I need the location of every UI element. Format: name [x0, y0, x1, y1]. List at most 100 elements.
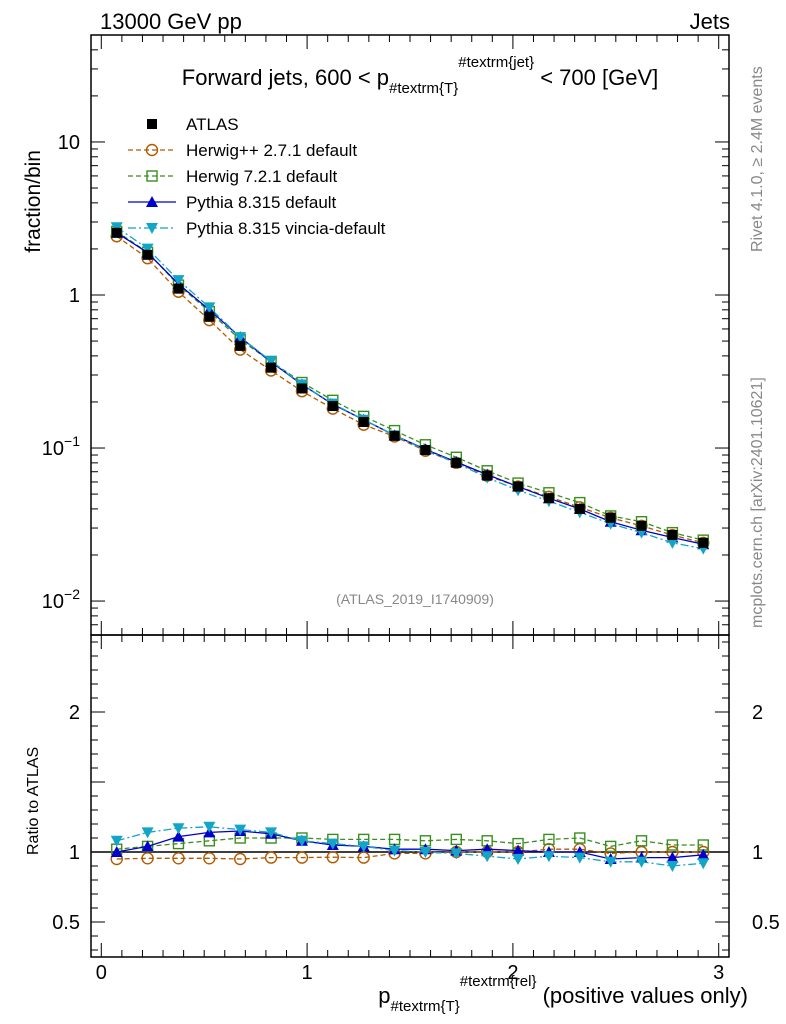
ratio-data-point [635, 835, 648, 847]
ratio-data-point [573, 852, 586, 864]
ratio-data-point [357, 841, 370, 853]
y-tick-label-exp: −1 [64, 433, 80, 449]
series-line [116, 235, 704, 544]
data-point [203, 302, 216, 314]
main-series-layer [110, 222, 710, 555]
ratio-data-point [326, 850, 340, 864]
series-pythia-8-315-vincia-default [110, 222, 710, 555]
ratio-data-point [141, 827, 154, 839]
xlabel-pre: p [378, 983, 390, 1008]
ratio-data-point [295, 835, 308, 847]
data-point [142, 249, 153, 260]
ratio-data-point [110, 846, 123, 857]
legend-marker [147, 119, 157, 129]
data-point [235, 340, 246, 351]
data-point [451, 457, 462, 468]
y-tick-label: 10−1 [42, 433, 80, 460]
title-post: < 700 [GeV] [534, 65, 658, 90]
data-point [234, 332, 247, 344]
x-axis-label: p#textrm{T}#textrm{rel} (positive values… [378, 973, 748, 1015]
ratio-data-point [604, 856, 617, 868]
data-point [513, 481, 524, 492]
data-point [666, 537, 679, 549]
title-pre: Forward jets, 600 < p [182, 65, 389, 90]
ratio-data-point [110, 835, 123, 847]
y-tick-label-exp: −2 [64, 586, 80, 602]
ratio-series-line [116, 826, 704, 867]
ratio-series-herwig-7-2-1-default [111, 832, 709, 855]
header-jets-label: Jets [690, 9, 730, 34]
legend-label: ATLAS [186, 115, 239, 134]
series-line [116, 226, 704, 550]
data-point [605, 512, 616, 523]
legend-label: Pythia 8.315 default [186, 193, 337, 212]
data-point [172, 275, 185, 287]
ratio-data-point [635, 856, 648, 868]
legend-item: Herwig 7.2.1 default [128, 167, 337, 186]
ratio-data-point [450, 833, 463, 846]
data-point [358, 416, 369, 427]
ratio-data-point [604, 840, 617, 853]
ratio-y-tick-label-right: 0.5 [752, 912, 780, 934]
ratio-data-point [141, 852, 154, 865]
ratio-series-pythia-8-315-vincia-default [110, 821, 710, 872]
xlabel-sup: #textrm{rel} [460, 973, 537, 990]
ratio-data-point [388, 845, 401, 857]
title-sub: #textrm{T} [389, 80, 458, 97]
ratio-data-point [542, 851, 555, 863]
ratio-data-point [203, 821, 216, 833]
legend-item: ATLAS [147, 115, 239, 134]
ratio-data-point [574, 832, 586, 844]
legend-marker [146, 170, 158, 182]
data-point [667, 530, 678, 541]
x-tick-label: 1 [302, 962, 313, 984]
data-point [698, 537, 709, 548]
xlabel-sub: #textrm{T} [391, 998, 460, 1015]
ratio-data-point [265, 827, 278, 839]
y-tick-label-base: 10 [42, 591, 64, 613]
x-tick-label: 3 [713, 962, 724, 984]
series-herwig-2-7-1-default [110, 230, 710, 550]
rivet-version-label: Rivet 4.1.0, ≥ 2.4M events [749, 66, 766, 252]
ratio-y-tick-label-left: 1 [69, 842, 80, 864]
legend-marker [146, 196, 158, 207]
ratio-data-point [666, 851, 679, 863]
data-point [482, 470, 493, 481]
y-tick-label: 1 [69, 285, 80, 307]
legend-label: Herwig 7.2.1 default [186, 167, 337, 186]
ratio-data-point [697, 858, 710, 870]
ratio-data-point [697, 848, 710, 860]
legend-item: Herwig++ 2.7.1 default [128, 141, 357, 160]
series-line [116, 232, 704, 545]
ratio-y-tick-label-right: 2 [752, 702, 763, 724]
data-point [327, 401, 338, 412]
ratio-y-tick-label-left: 2 [69, 702, 80, 724]
data-point [636, 520, 647, 531]
mcplots-label: mcplots.cern.ch [arXiv:2401.10621] [749, 377, 766, 628]
data-point [389, 430, 400, 441]
ratio-data-point [666, 839, 679, 851]
ratio-data-point [203, 852, 216, 865]
legend-label: Pythia 8.315 vincia-default [186, 219, 386, 238]
ratio-axis-ticks: 0.5 0.5 1 1 2 2 0 1 2 3 [52, 635, 780, 984]
data-point [111, 227, 122, 238]
xlabel-post: (positive values only) [536, 983, 748, 1008]
ratio-data-point [543, 833, 555, 846]
y-tick-label: 10 [58, 132, 80, 154]
header-collision-label: 13000 GeV pp [100, 9, 242, 34]
ratio-data-point [666, 861, 679, 872]
ratio-data-point [234, 824, 247, 836]
legend-marker [145, 143, 159, 157]
main-y-axis-label: fraction/bin [22, 150, 45, 253]
legend-item: Pythia 8.315 default [128, 193, 337, 212]
ratio-data-point [512, 844, 525, 856]
main-plot-title: Forward jets, 600 < p#textrm{T}#textrm{j… [182, 54, 659, 97]
data-point [173, 283, 184, 294]
ratio-data-point [141, 840, 154, 852]
ratio-y-axis-label: Ratio to ATLAS [25, 747, 42, 855]
series-herwig-7-2-1-default [111, 225, 709, 546]
ratio-series-layer [110, 821, 710, 872]
data-point [574, 503, 585, 514]
